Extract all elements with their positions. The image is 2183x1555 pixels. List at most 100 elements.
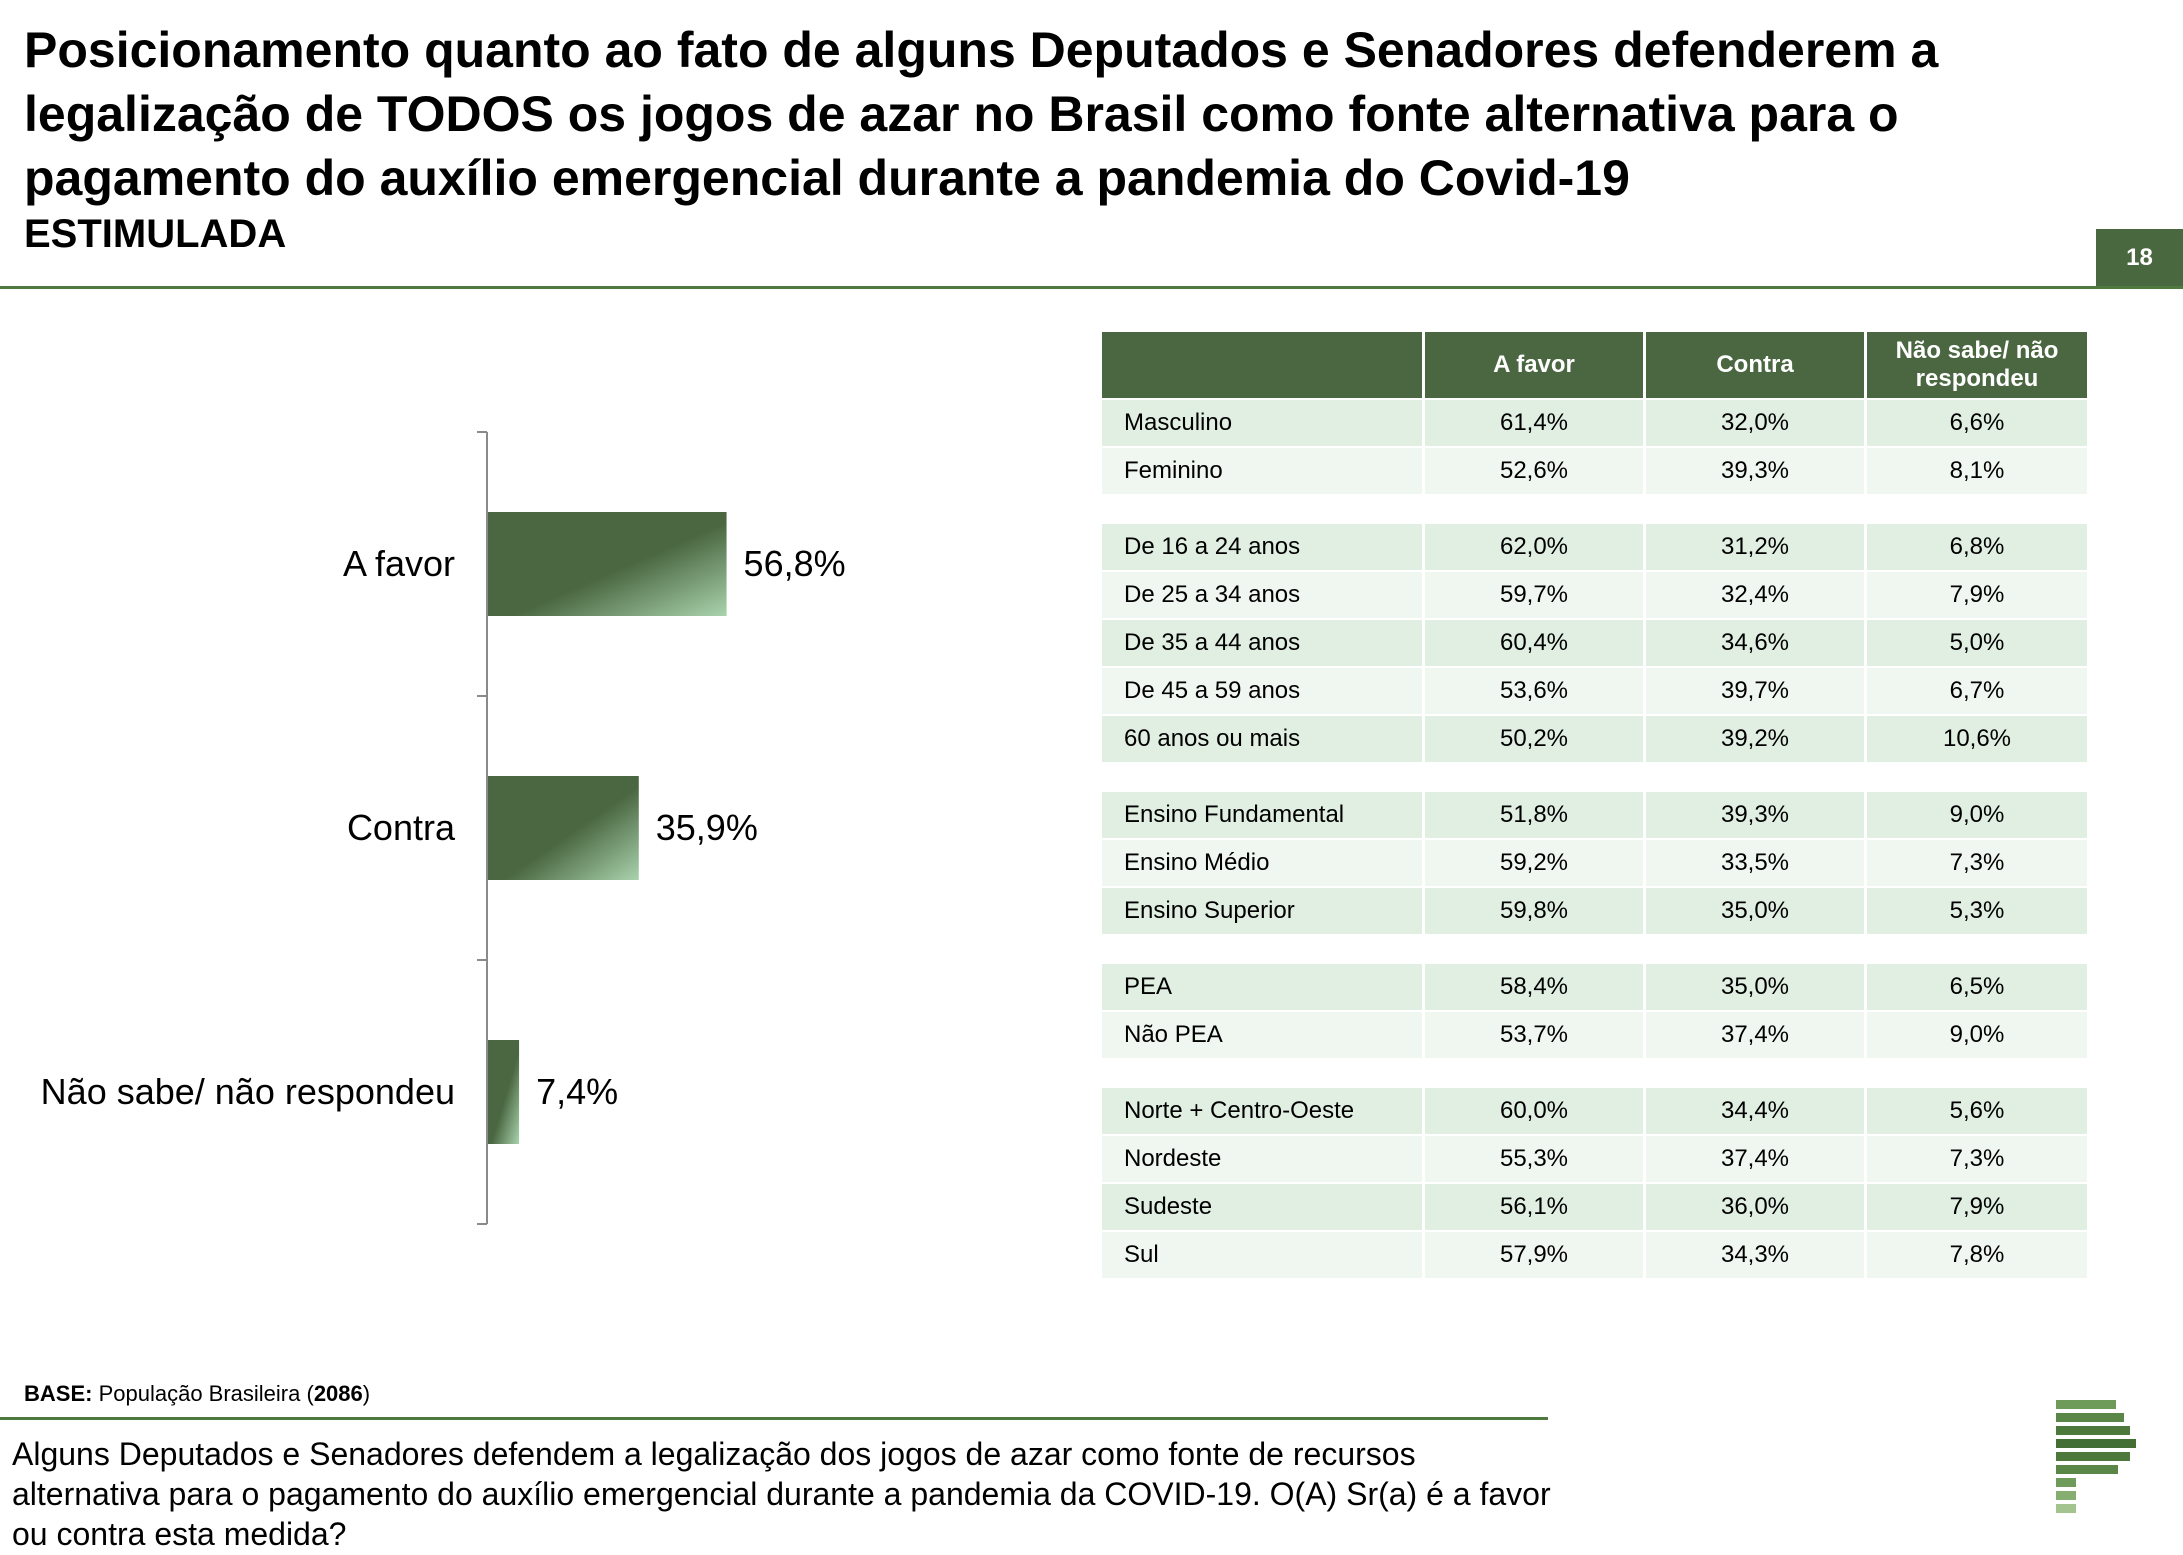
table-cell: 8,1% xyxy=(1867,448,2087,494)
table-row: Nordeste 55,3% 37,4% 7,3% xyxy=(1102,1136,2090,1182)
table-cell: 34,6% xyxy=(1646,620,1864,666)
table-cell: 7,9% xyxy=(1867,1184,2087,1230)
table-cell: 39,3% xyxy=(1646,448,1864,494)
table-cell: 35,0% xyxy=(1646,888,1864,934)
bar xyxy=(488,776,639,880)
table-cell: 6,7% xyxy=(1867,668,2087,714)
bar-chart: A favor 56,8% Contra 35,9% Não sabe/ não res… xyxy=(41,431,846,1225)
table-cell: 55,3% xyxy=(1425,1136,1643,1182)
base-note: BASE: População Brasileira (2086) xyxy=(24,1381,371,1406)
table-cell: 61,4% xyxy=(1425,400,1643,446)
table-cell: 6,6% xyxy=(1867,400,2087,446)
row-label: Nordeste xyxy=(1102,1136,1422,1182)
company-logo-icon xyxy=(2056,1400,2136,1513)
table-cell: 7,3% xyxy=(1867,840,2087,886)
table-cell: 6,5% xyxy=(1867,964,2087,1010)
survey-question: Alguns Deputados e Senadores defendem a … xyxy=(12,1436,1551,1552)
table-cell: 9,0% xyxy=(1867,1012,2087,1058)
table-header-cell: A favor xyxy=(1425,332,1643,398)
row-label: Sul xyxy=(1102,1232,1422,1278)
row-label: Norte + Centro-Oeste xyxy=(1102,1088,1422,1134)
table-row: De 25 a 34 anos 59,7% 32,4% 7,9% xyxy=(1102,572,2090,618)
table-cell: 59,7% xyxy=(1425,572,1643,618)
table-header-cell xyxy=(1102,332,1422,398)
table-row: Sudeste 56,1% 36,0% 7,9% xyxy=(1102,1184,2090,1230)
table-row: Masculino 61,4% 32,0% 6,6% xyxy=(1102,400,2090,446)
row-label: Ensino Superior xyxy=(1102,888,1422,934)
table-row: De 35 a 44 anos 60,4% 34,6% 5,0% xyxy=(1102,620,2090,666)
table-row: Feminino 52,6% 39,3% 8,1% xyxy=(1102,448,2090,494)
table-cell: 53,6% xyxy=(1425,668,1643,714)
table-cell: 39,7% xyxy=(1646,668,1864,714)
table-header-label: Não sabe/ não respondeu xyxy=(1895,337,2059,392)
table-cell: 59,2% xyxy=(1425,840,1643,886)
category-label: Contra xyxy=(347,807,456,848)
table-cell: 52,6% xyxy=(1425,448,1643,494)
row-label: PEA xyxy=(1102,964,1422,1010)
row-label: De 25 a 34 anos xyxy=(1102,572,1422,618)
table-row: Norte + Centro-Oeste 60,0% 34,4% 5,6% xyxy=(1102,1088,2090,1134)
table-cell: 5,0% xyxy=(1867,620,2087,666)
table-cell: 36,0% xyxy=(1646,1184,1864,1230)
table-row: Ensino Superior 59,8% 35,0% 5,3% xyxy=(1102,888,2090,934)
table-cell: 53,7% xyxy=(1425,1012,1643,1058)
page-number-badge: 18 xyxy=(2096,229,2183,286)
table-cell: 32,0% xyxy=(1646,400,1864,446)
row-label: Feminino xyxy=(1102,448,1422,494)
bar xyxy=(488,512,727,616)
table-cell: 60,0% xyxy=(1425,1088,1643,1134)
group-spacer xyxy=(1102,936,2090,964)
table-cell: 50,2% xyxy=(1425,716,1643,762)
page-subtitle: ESTIMULADA xyxy=(24,212,287,256)
table-cell: 58,4% xyxy=(1425,964,1643,1010)
table-cell: 39,3% xyxy=(1646,792,1864,838)
table-cell: 56,1% xyxy=(1425,1184,1643,1230)
footer-divider xyxy=(0,1417,1548,1420)
base-count: 2086 xyxy=(313,1381,363,1406)
row-label: De 45 a 59 anos xyxy=(1102,668,1422,714)
row-label: Não PEA xyxy=(1102,1012,1422,1058)
table-cell: 7,8% xyxy=(1867,1232,2087,1278)
category-label: Não sabe/ não respondeu xyxy=(41,1071,455,1112)
row-label: Ensino Fundamental xyxy=(1102,792,1422,838)
data-label: 7,4% xyxy=(536,1071,618,1112)
row-label: Ensino Médio xyxy=(1102,840,1422,886)
table-cell: 57,9% xyxy=(1425,1232,1643,1278)
table-cell: 34,3% xyxy=(1646,1232,1864,1278)
row-label: 60 anos ou mais xyxy=(1102,716,1422,762)
table-cell: 7,9% xyxy=(1867,572,2087,618)
row-label: De 35 a 44 anos xyxy=(1102,620,1422,666)
table-header-cell: Não sabe/ não respondeu xyxy=(1867,332,2087,398)
group-spacer xyxy=(1102,496,2090,524)
data-label: 35,9% xyxy=(656,807,758,848)
table-row: Sul 57,9% 34,3% 7,8% xyxy=(1102,1232,2090,1278)
table-cell: 34,4% xyxy=(1646,1088,1864,1134)
group-spacer xyxy=(1102,764,2090,792)
table-row: Ensino Fundamental 51,8% 39,3% 9,0% xyxy=(1102,792,2090,838)
table-cell: 6,8% xyxy=(1867,524,2087,570)
table-row: 60 anos ou mais 50,2% 39,2% 10,6% xyxy=(1102,716,2090,762)
table-cell: 37,4% xyxy=(1646,1012,1864,1058)
crosstab-table: A favor Contra Não sabe/ não respondeu M… xyxy=(1102,332,2090,1280)
table-header-cell: Contra xyxy=(1646,332,1864,398)
category-label: A favor xyxy=(343,543,455,584)
table-row: PEA 58,4% 35,0% 6,5% xyxy=(1102,964,2090,1010)
page-title: Posicionamento quanto ao fato de alguns … xyxy=(24,22,1939,206)
table-cell: 51,8% xyxy=(1425,792,1643,838)
header-divider xyxy=(0,286,2183,289)
bar xyxy=(488,1040,520,1144)
table-cell: 60,4% xyxy=(1425,620,1643,666)
group-spacer xyxy=(1102,1060,2090,1088)
row-label: De 16 a 24 anos xyxy=(1102,524,1422,570)
table-row: De 45 a 59 anos 53,6% 39,7% 6,7% xyxy=(1102,668,2090,714)
table-cell: 31,2% xyxy=(1646,524,1864,570)
table-cell: 59,8% xyxy=(1425,888,1643,934)
table-cell: 37,4% xyxy=(1646,1136,1864,1182)
table-cell: 5,3% xyxy=(1867,888,2087,934)
table-row: Não PEA 53,7% 37,4% 9,0% xyxy=(1102,1012,2090,1058)
row-label: Sudeste xyxy=(1102,1184,1422,1230)
table-row: De 16 a 24 anos 62,0% 31,2% 6,8% xyxy=(1102,524,2090,570)
row-label: Masculino xyxy=(1102,400,1422,446)
table-row: Ensino Médio 59,2% 33,5% 7,3% xyxy=(1102,840,2090,886)
table-cell: 62,0% xyxy=(1425,524,1643,570)
